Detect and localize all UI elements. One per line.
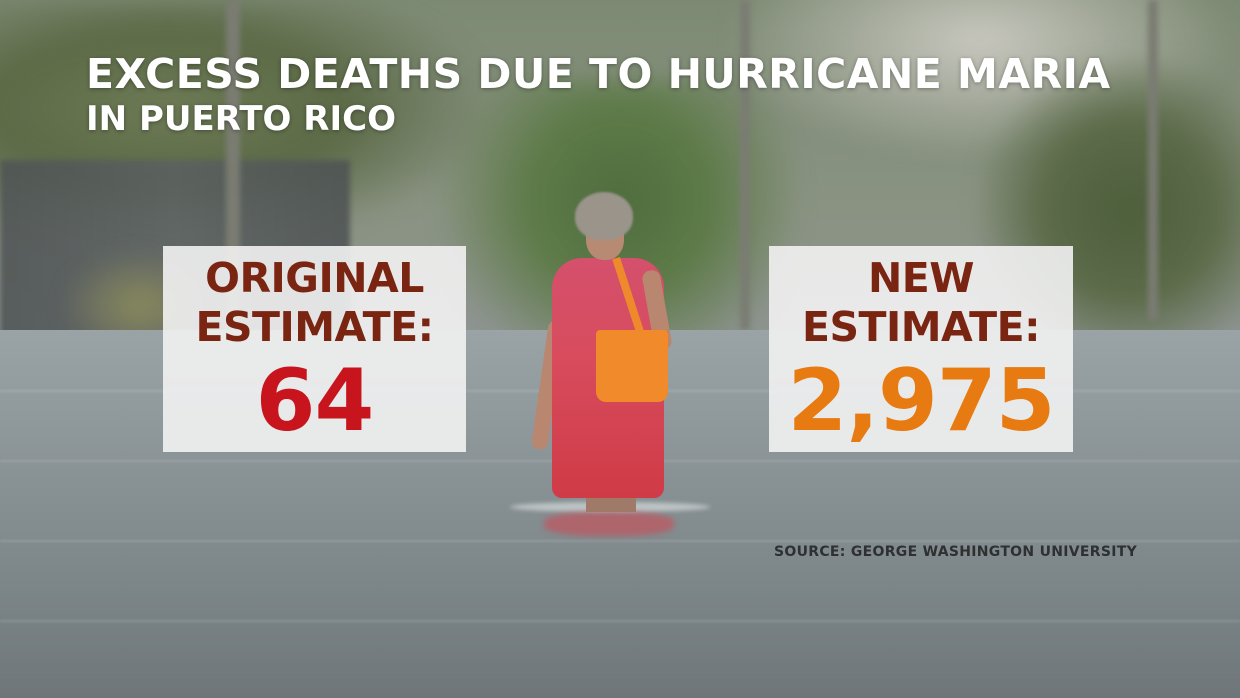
subheadline: IN PUERTO RICO bbox=[86, 99, 396, 139]
original-label-line2: ESTIMATE: bbox=[195, 303, 434, 351]
original-estimate-value: 64 bbox=[255, 351, 375, 451]
woman-wading bbox=[510, 190, 710, 536]
dress-reflection bbox=[544, 512, 674, 536]
original-estimate-label: ORIGINAL ESTIMATE: bbox=[163, 254, 466, 352]
original-estimate-card: ORIGINAL ESTIMATE: 64 bbox=[163, 246, 466, 452]
new-estimate-card: NEW ESTIMATE: 2,975 bbox=[769, 246, 1073, 452]
water-ripple bbox=[0, 540, 1240, 542]
original-label-line1: ORIGINAL bbox=[205, 254, 424, 302]
orange-bag bbox=[596, 330, 668, 402]
new-label-line1: NEW bbox=[867, 254, 975, 302]
utility-pole bbox=[740, 0, 750, 330]
water-ripple bbox=[0, 620, 1240, 622]
headline: EXCESS DEATHS DUE TO HURRICANE MARIA bbox=[86, 50, 1111, 98]
new-estimate-label: NEW ESTIMATE: bbox=[769, 254, 1073, 352]
hair bbox=[575, 192, 633, 240]
source-credit: SOURCE: GEORGE WASHINGTON UNIVERSITY bbox=[774, 544, 1138, 560]
new-estimate-value: 2,975 bbox=[787, 351, 1055, 451]
new-label-line2: ESTIMATE: bbox=[802, 303, 1040, 351]
utility-pole bbox=[1148, 0, 1158, 320]
